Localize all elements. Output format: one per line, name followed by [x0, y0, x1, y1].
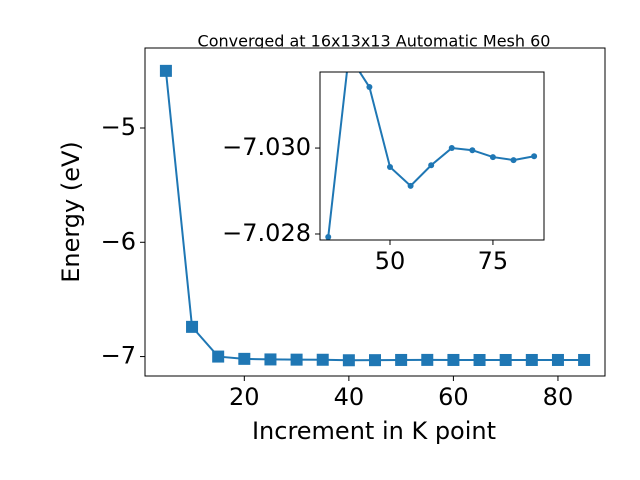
marker: [421, 353, 434, 366]
marker: [369, 354, 381, 367]
chart-title: Converged at 16x13x13 Automatic Mesh 60: [198, 32, 551, 51]
marker: [448, 145, 455, 152]
x-tick-label: 50: [375, 247, 406, 275]
marker: [499, 353, 512, 366]
y-tick-label: −6: [101, 227, 136, 255]
series-group: [159, 64, 591, 367]
marker: [407, 182, 414, 189]
marker: [186, 320, 199, 333]
marker: [264, 353, 277, 366]
x-tick-label: 60: [438, 383, 469, 411]
x-tick-label: 20: [229, 383, 260, 411]
marker: [525, 353, 538, 366]
y-tick-label: −7.030: [222, 133, 311, 161]
x-tick-label: 80: [543, 383, 574, 411]
x-axis-label: Increment in K point: [252, 417, 496, 445]
x-tick-label: 40: [334, 383, 365, 411]
marker: [342, 354, 355, 367]
y-axis-label: Energy (eV): [57, 141, 85, 283]
series-group: [325, 72, 538, 240]
plot-area: [320, 72, 544, 240]
marker: [316, 353, 329, 366]
marker: [387, 163, 393, 170]
marker: [428, 162, 435, 169]
marker: [469, 147, 476, 154]
y-tick-label: −7: [101, 342, 136, 370]
marker: [238, 352, 251, 365]
marker: [551, 353, 564, 366]
y-tick-label: −7.028: [222, 219, 311, 247]
marker: [473, 354, 486, 366]
marker: [447, 353, 460, 366]
marker: [578, 353, 591, 366]
marker: [395, 353, 408, 366]
marker: [489, 154, 496, 161]
marker: [290, 353, 303, 366]
marker: [510, 157, 517, 164]
marker: [531, 153, 538, 160]
marker: [212, 350, 225, 363]
axes-frame: [144, 47, 606, 377]
x-tick-label: 75: [478, 247, 509, 275]
marker: [325, 233, 332, 240]
marker: [159, 64, 172, 77]
axes-frame: [319, 71, 545, 241]
marker: [366, 84, 373, 91]
y-tick-label: −5: [101, 113, 136, 141]
